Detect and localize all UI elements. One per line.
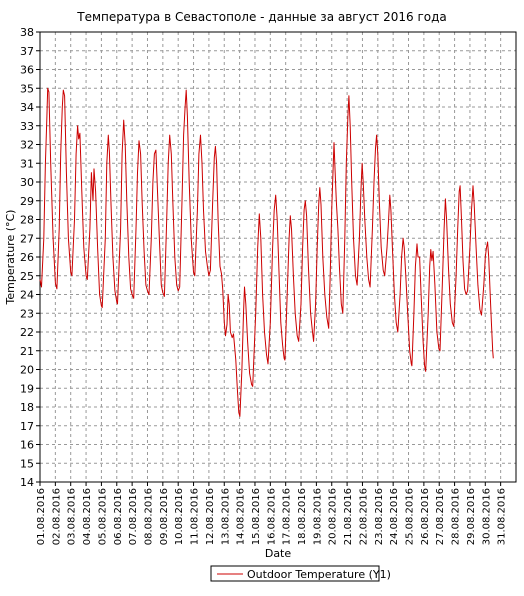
y-tick-label: 26: [20, 251, 34, 264]
x-tick-label: 02.08.2016: [51, 488, 62, 545]
grid-lines: [40, 31, 516, 483]
x-tick-label: 18.08.2016: [297, 488, 308, 545]
x-tick-label: 11.08.2016: [190, 488, 201, 545]
x-tick-label: 10.08.2016: [174, 488, 185, 545]
chart-title: Температура в Севастополе - данные за ав…: [76, 10, 447, 24]
x-tick-label: 12.08.2016: [205, 488, 216, 545]
x-axis-label: Date: [265, 547, 292, 560]
y-tick-label: 22: [20, 326, 34, 339]
y-tick-label: 35: [20, 82, 34, 95]
x-axis-ticks: 01.08.2016 02.08.2016 03.08.2016 04.08.2016…: [36, 482, 508, 545]
x-tick-label: 08.08.2016: [143, 488, 154, 545]
x-tick-label: 14.08.2016: [236, 488, 247, 545]
y-axis-label: Temperature (°C): [4, 210, 17, 306]
x-tick-label: 15.08.2016: [251, 488, 262, 545]
y-tick-label: 15: [20, 457, 34, 470]
legend: Outdoor Temperature (Y1): [210, 565, 391, 582]
x-tick-label: 04.08.2016: [82, 488, 93, 545]
y-tick-label: 29: [20, 195, 34, 208]
y-tick-label: 21: [20, 345, 34, 358]
x-tick-label: 19.08.2016: [312, 488, 323, 545]
y-tick-label: 16: [20, 439, 34, 452]
x-tick-label: 13.08.2016: [220, 488, 231, 545]
x-tick-label: 16.08.2016: [266, 488, 277, 545]
x-tick-label: 22.08.2016: [358, 488, 369, 545]
series-line-outdoor-temperature: [39, 87, 494, 417]
y-tick-label: 32: [20, 139, 34, 152]
y-tick-label: 18: [20, 401, 34, 414]
y-tick-label: 27: [20, 232, 34, 245]
x-tick-label: 23.08.2016: [374, 488, 385, 545]
x-tick-label: 06.08.2016: [113, 488, 124, 545]
y-tick-label: 17: [20, 420, 34, 433]
x-tick-label: 25.08.2016: [405, 488, 416, 545]
y-tick-label: 25: [20, 270, 34, 283]
y-tick-label: 14: [20, 476, 34, 489]
y-tick-label: 28: [20, 214, 34, 227]
y-tick-label: 24: [20, 289, 34, 302]
y-tick-label: 30: [20, 176, 34, 189]
x-tick-label: 20.08.2016: [328, 488, 339, 545]
x-tick-label: 28.08.2016: [451, 488, 462, 545]
x-tick-label: 27.08.2016: [435, 488, 446, 545]
y-tick-label: 19: [20, 382, 34, 395]
y-tick-label: 37: [20, 45, 34, 58]
x-tick-label: 31.08.2016: [497, 488, 508, 545]
legend-box: [210, 565, 380, 582]
series-layer: [39, 87, 494, 417]
x-tick-label: 05.08.2016: [97, 488, 108, 545]
x-tick-label: 21.08.2016: [343, 488, 354, 545]
y-axis-ticks: 14 15 16 17 18 19 20 21 22 23 24 25 26 27 28 29 30 31 32 33…: [20, 26, 40, 489]
x-tick-label: 30.08.2016: [481, 488, 492, 545]
x-tick-label: 29.08.2016: [466, 488, 477, 545]
x-tick-label: 17.08.2016: [282, 488, 293, 545]
x-tick-label: 09.08.2016: [159, 488, 170, 545]
x-tick-label: 01.08.2016: [36, 488, 47, 545]
x-tick-label: 07.08.2016: [128, 488, 139, 545]
x-tick-label: 24.08.2016: [389, 488, 400, 545]
y-tick-label: 23: [20, 307, 34, 320]
x-tick-label: 03.08.2016: [67, 488, 78, 545]
legend-label: Outdoor Temperature (Y1): [247, 568, 391, 581]
x-tick-label: 26.08.2016: [420, 488, 431, 545]
y-tick-label: 33: [20, 120, 34, 133]
y-tick-label: 38: [20, 26, 34, 39]
y-tick-label: 20: [20, 364, 34, 377]
y-tick-label: 36: [20, 64, 34, 77]
y-tick-label: 34: [20, 101, 34, 114]
y-tick-label: 31: [20, 157, 34, 170]
